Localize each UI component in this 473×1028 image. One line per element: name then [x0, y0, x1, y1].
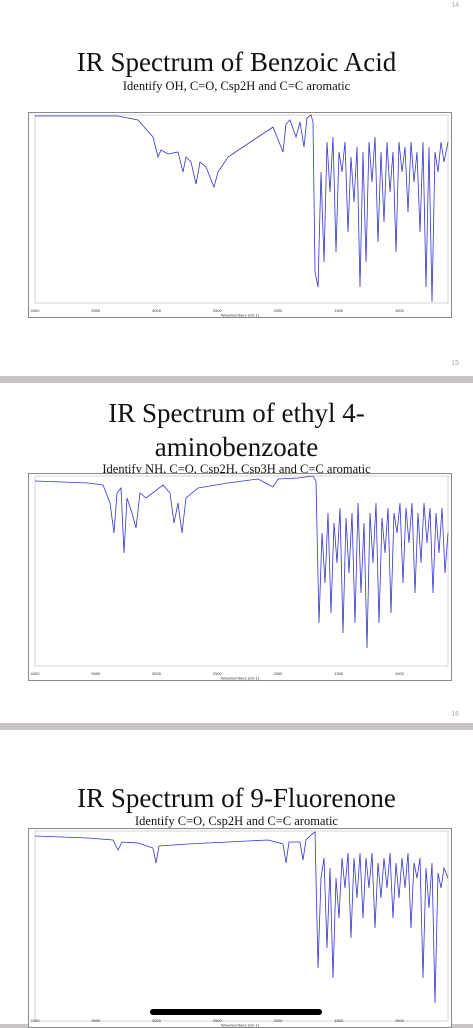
spectrum: 4000 3500 3000 2500 2000 1500 1000 Wavenumbers … — [28, 828, 452, 1028]
slide-title: IR Spectrum of ethyl 4-aminobenzoate — [108, 398, 365, 462]
x-tick-label: 2500 — [213, 1018, 223, 1023]
x-tick-label: 2000 — [273, 308, 283, 313]
x-tick-label: 3000 — [152, 1018, 162, 1023]
x-tick-label: 1000 — [395, 671, 405, 676]
page-number: 16 — [451, 711, 459, 718]
page-number: 14 — [451, 2, 459, 9]
x-tick-label: 3500 — [91, 308, 101, 313]
slide: 14 IR Spectrum of Benzoic Acid Identify … — [0, 0, 473, 376]
spectrum: 4000 3500 3000 2500 2000 1500 1000 Wavenumbers … — [28, 112, 452, 318]
slide-subtitle: Identify OH, C=O, Csp2H and C=C aromatic — [122, 79, 351, 93]
slide-title: IR Spectrum of 9-Fluorenone — [77, 783, 396, 813]
spectrum-frame — [28, 473, 452, 681]
x-tick-label: 2000 — [273, 1018, 283, 1023]
plot-area — [34, 475, 449, 667]
slide: IR Spectrum of 9-Fluorenone Identify C=O… — [0, 730, 473, 1028]
spectrum-frame — [28, 828, 452, 1028]
spectrum-frame — [28, 112, 452, 318]
plot-area — [34, 114, 449, 304]
x-axis-label: Wavenumbers (cm-1) — [221, 676, 260, 681]
x-tick-label: 1500 — [334, 308, 344, 313]
x-tick-label: 1000 — [395, 308, 405, 313]
spectrum: 4000 3500 3000 2500 2000 1500 1000 Wavenumbers … — [28, 473, 452, 681]
x-tick-label: 1500 — [334, 671, 344, 676]
page-number: 15 — [451, 360, 459, 367]
x-tick-label: 4000 — [31, 308, 41, 313]
spectrum-line — [34, 831, 449, 1004]
home-indicator — [150, 1009, 322, 1015]
x-tick-label: 3500 — [91, 1018, 101, 1023]
x-tick-label: 3500 — [91, 671, 101, 676]
spectrum-line — [35, 114, 449, 303]
x-axis-label: Wavenumbers (cm-1) — [221, 313, 260, 318]
x-tick-label: 2500 — [213, 671, 223, 676]
x-tick-label: 2000 — [273, 671, 283, 676]
x-tick-label: 4000 — [31, 671, 41, 676]
x-tick-label: 2500 — [213, 308, 223, 313]
plot-area — [34, 830, 449, 1022]
x-tick-label: 3000 — [152, 308, 162, 313]
x-tick-label: 1000 — [395, 1018, 405, 1023]
slide-subtitle: Identify C=O, Csp2H and C=C aromatic — [135, 814, 338, 828]
x-axis-label: Wavenumbers (cm-1) — [221, 1023, 260, 1028]
x-tick-label: 1500 — [334, 1018, 344, 1023]
x-tick-label: 4000 — [31, 1018, 41, 1023]
slide-title: IR Spectrum of Benzoic Acid — [76, 47, 397, 77]
slide-subtitle: Identify NH, C=O, Csp2H, Csp3H and C=C a… — [102, 462, 371, 476]
spectrum-line — [34, 475, 449, 649]
x-tick-label: 3000 — [152, 671, 162, 676]
slide: IR Spectrum of ethyl 4-aminobenzoate Ide… — [0, 383, 473, 723]
